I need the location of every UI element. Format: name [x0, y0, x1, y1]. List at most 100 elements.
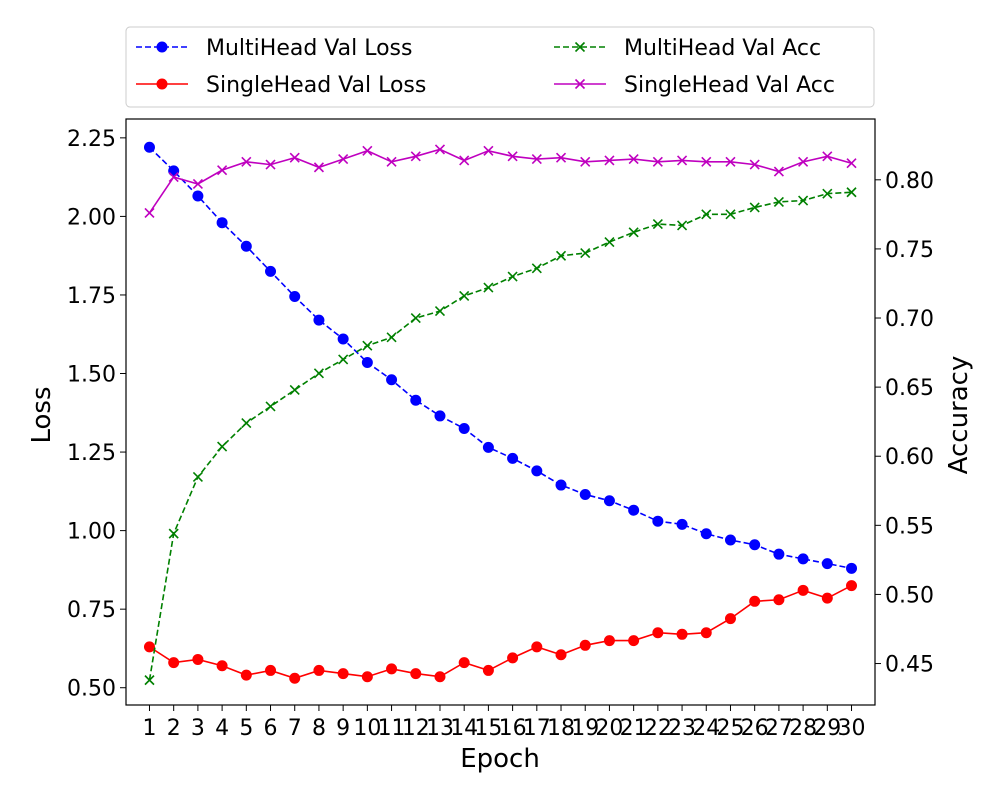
data-point: [386, 156, 397, 167]
x-tick-label: 20: [595, 716, 623, 741]
data-point: [362, 145, 373, 156]
data-point: [531, 154, 542, 165]
x-tick-label: 9: [336, 716, 350, 741]
x-tick-label: 17: [523, 716, 551, 741]
data-point: [313, 664, 325, 676]
y2-tick-label: 0.65: [885, 376, 934, 401]
data-point: [676, 220, 688, 231]
data-point: [337, 668, 349, 680]
data-point: [337, 333, 349, 345]
data-point-stroke-b: [144, 207, 155, 219]
data-point: [483, 145, 494, 156]
data-point: [821, 592, 833, 604]
legend-swatch-marker: [156, 41, 168, 53]
legend-label: MultiHead Val Loss: [206, 36, 412, 61]
y2-tick-label: 0.50: [885, 583, 934, 608]
y-tick-label: 1.75: [67, 284, 116, 309]
data-point-stroke-b: [580, 247, 591, 259]
x-tick-label: 23: [668, 716, 696, 741]
x-tick-label: 19: [571, 716, 599, 741]
data-point: [676, 518, 688, 530]
data-point-stroke-b: [144, 675, 155, 686]
data-point: [459, 290, 470, 301]
series-line: [148, 146, 852, 570]
data-point: [410, 668, 422, 680]
data-point: [725, 156, 736, 167]
y-tick-label: 0.75: [67, 598, 116, 623]
data-point: [410, 394, 422, 406]
legend-item: MultiHead Val Loss: [136, 36, 412, 61]
legend-label: MultiHead Val Acc: [624, 36, 821, 61]
data-point: [144, 207, 155, 219]
data-point: [410, 151, 421, 162]
legend-swatch-marker-stroke-b: [574, 41, 586, 53]
data-point-stroke-b: [531, 154, 542, 165]
data-point: [797, 584, 809, 596]
legend-label: SingleHead Val Loss: [206, 73, 426, 98]
y-axis-title: Loss: [27, 386, 57, 443]
legend-item: SingleHead Val Acc: [554, 73, 835, 98]
series-0: [143, 141, 858, 574]
data-point-stroke-b: [749, 159, 760, 170]
data-point-stroke-b: [313, 368, 325, 379]
data-point-stroke-b: [846, 158, 857, 169]
data-point: [507, 652, 519, 664]
x-tick-label: 25: [716, 716, 744, 741]
data-point-stroke-b: [313, 162, 325, 173]
data-point: [241, 156, 252, 167]
x-tick-label: 16: [499, 716, 527, 741]
series-1: [143, 580, 858, 684]
series-2: [144, 187, 857, 686]
data-point: [289, 672, 301, 684]
data-point-stroke-b: [386, 156, 397, 167]
data-point-stroke-b: [459, 290, 470, 301]
x-tick-label: 2: [167, 716, 181, 741]
data-point: [386, 332, 397, 343]
data-point: [773, 548, 785, 560]
data-point-stroke-b: [773, 196, 784, 207]
data-point: [144, 675, 155, 686]
data-point-stroke-b: [459, 155, 470, 166]
data-point-stroke-b: [241, 156, 252, 167]
data-point: [555, 479, 567, 491]
y-tick-label: 1.00: [67, 520, 116, 545]
data-point-stroke-b: [192, 471, 203, 483]
y-axis-ticks: 0.50 0.75 1.00 1.25 1.50 1.75 2.00 2.25: [67, 127, 126, 702]
x-tick-label: 3: [191, 716, 205, 741]
data-point: [700, 528, 712, 540]
data-point: [289, 384, 300, 395]
data-point: [143, 141, 155, 153]
data-point: [434, 410, 446, 422]
data-point-stroke-b: [338, 154, 349, 165]
data-point: [798, 156, 809, 167]
data-point: [628, 154, 639, 165]
x-tick-label: 4: [215, 716, 229, 741]
data-point-stroke-b: [289, 152, 300, 163]
x-tick-label: 6: [264, 716, 278, 741]
data-point: [628, 635, 640, 647]
legend-box: [125, 26, 875, 108]
legend-label: SingleHead Val Acc: [624, 73, 835, 98]
x-tick-label: 26: [741, 716, 769, 741]
data-point: [265, 664, 277, 676]
data-point: [338, 154, 349, 165]
data-point: [483, 282, 494, 293]
data-point: [604, 155, 615, 166]
data-point: [361, 357, 373, 369]
legend-swatch-marker: [574, 41, 586, 53]
data-point: [531, 465, 543, 477]
data-point: [821, 558, 833, 570]
data-point-stroke-b: [846, 187, 857, 198]
x-tick-label: 13: [426, 716, 454, 741]
data-point: [580, 247, 591, 259]
data-point: [724, 613, 736, 625]
data-point: [362, 340, 373, 351]
data-point-stroke-b: [652, 156, 663, 167]
plot-marks: [143, 141, 858, 686]
data-point: [676, 155, 688, 166]
data-point-stroke-b: [338, 354, 349, 365]
data-point-stroke-b: [410, 312, 421, 324]
x-axis-title: Epoch: [460, 744, 540, 774]
data-point: [773, 594, 785, 606]
data-point: [168, 165, 180, 177]
